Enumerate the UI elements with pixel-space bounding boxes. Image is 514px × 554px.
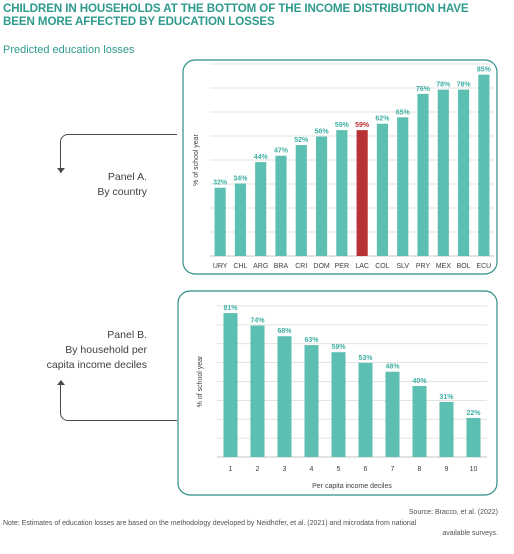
footnote: Note: Estimates of education losses are … xyxy=(3,519,499,539)
panel-b-tick-label: 3 xyxy=(283,466,287,473)
panel-a-value-label: 32% xyxy=(213,180,228,187)
panel-a-bracket xyxy=(60,134,177,173)
panel-b-tick-label: 8 xyxy=(418,466,422,473)
panel-a-value-label: 59% xyxy=(335,122,350,129)
panel-a-value-label: 65% xyxy=(396,109,411,116)
panel-a-tick-label: PRY xyxy=(416,263,431,270)
panel-b-tick-label: 5 xyxy=(337,466,341,473)
panel-b-bar-5 xyxy=(331,352,346,457)
panel-b-value-label: 68% xyxy=(277,328,292,335)
panel-b-label: Panel B. By household per capita income … xyxy=(0,328,147,373)
panel-a-bar-lac xyxy=(356,130,368,256)
panel-b-bar-8 xyxy=(412,385,427,457)
panel-a-bar-per xyxy=(336,130,348,256)
panel-b-value-label: 40% xyxy=(412,378,427,385)
panel-b-tick-label: 9 xyxy=(445,466,449,473)
panel-a-bar-ecu xyxy=(478,74,490,257)
panel-a-title: Panel A. xyxy=(107,171,147,183)
panel-b-bar-1 xyxy=(223,313,238,457)
panel-b-chart: % of school year 81% 1 74% 2 68% 3 63% 4 59% 5 53% 6… xyxy=(197,305,487,490)
panel-a-bar-bol xyxy=(457,89,470,256)
panel-b-tick-label: 2 xyxy=(256,466,260,473)
panel-a-value-label: 78% xyxy=(436,82,451,89)
panel-a-bar-dom xyxy=(315,136,328,256)
chart-subtitle: Predicted education losses xyxy=(3,44,135,56)
panel-b-value-label: 48% xyxy=(385,364,400,371)
panel-a-subtitle: By country xyxy=(97,186,147,198)
panel-a-value-label: 59% xyxy=(355,122,370,129)
panel-a-bar-chl xyxy=(234,183,247,256)
panel-a-bar-col xyxy=(376,123,389,256)
panel-b-value-label: 22% xyxy=(466,410,481,417)
panel-b-bar-2 xyxy=(250,325,265,457)
panel-a-chart: % of school year 32% URY 34% CHL 44% ARG 47% BRA… xyxy=(193,63,494,270)
panel-a-bar-pry xyxy=(417,93,429,256)
panel-a-label: Panel A. By country xyxy=(0,170,147,200)
panel-a-tick-label: BRA xyxy=(274,263,289,270)
panel-a-value-label: 62% xyxy=(375,116,390,123)
panel-a-y-axis-label: % of school year xyxy=(193,133,200,185)
panel-b-title: Panel B. xyxy=(107,329,147,341)
panel-b-bracket xyxy=(60,384,177,421)
panel-a-tick-label: URY xyxy=(213,263,228,270)
panel-a-tick-label: DOM xyxy=(313,263,330,270)
panel-a-tick-label: CRI xyxy=(295,263,307,270)
panel-a-value-label: 76% xyxy=(416,86,431,93)
panel-a-bar-cri xyxy=(295,145,307,256)
panel-b-bar-6 xyxy=(358,362,373,457)
panel-a-tick-label: CHL xyxy=(233,263,247,270)
panel-a-value-label: 85% xyxy=(477,67,492,74)
panel-a-value-label: 56% xyxy=(315,129,330,136)
panel-a-tick-label: PER xyxy=(335,263,349,270)
panel-a-bar-slv xyxy=(397,117,409,256)
panel-a-arrow xyxy=(57,168,65,173)
panel-b-bar-3 xyxy=(277,336,292,457)
panel-b-bar-7 xyxy=(385,371,400,457)
panel-b-subtitle-2: capita income deciles xyxy=(46,359,147,371)
panel-a-value-label: 52% xyxy=(294,137,309,144)
panel-b-x-axis-label: Per capita income deciles xyxy=(312,483,392,490)
panel-a-tick-label: LAC xyxy=(355,263,369,270)
panel-a-tick-label: COL xyxy=(375,263,390,270)
panel-b-value-label: 63% xyxy=(304,337,319,344)
panel-a-value-label: 78% xyxy=(457,82,472,89)
panel-a-bar-bra xyxy=(275,155,287,256)
panel-b-frame xyxy=(177,290,498,496)
panel-a-tick-label: MEX xyxy=(436,263,452,270)
panel-b-subtitle-1: By household per xyxy=(65,344,147,356)
panel-b-tick-label: 7 xyxy=(391,466,395,473)
panel-b-value-label: 74% xyxy=(250,318,265,325)
panel-b-tick-label: 10 xyxy=(470,466,478,473)
panel-a-frame xyxy=(182,59,498,275)
panel-a-value-label: 34% xyxy=(233,175,248,182)
footnote-line-2: available surveys. xyxy=(442,530,498,537)
panel-a-value-label: 47% xyxy=(274,148,289,155)
panel-a-bar-ury xyxy=(214,187,226,256)
panel-b-bar-4 xyxy=(304,345,319,457)
panel-b-value-label: 31% xyxy=(439,394,454,401)
panel-b-bar-9 xyxy=(439,401,454,457)
panel-b-tick-label: 6 xyxy=(364,466,368,473)
chart-title: CHILDREN IN HOUSEHOLDS AT THE BOTTOM OF … xyxy=(3,2,469,28)
panel-a-bar-mex xyxy=(437,89,449,256)
panel-b-value-label: 81% xyxy=(223,305,238,312)
panel-a-tick-label: BOL xyxy=(457,263,471,270)
panel-b-tick-label: 4 xyxy=(310,466,314,473)
panel-b-value-label: 59% xyxy=(331,344,346,351)
panel-b-arrow xyxy=(57,380,65,385)
panel-b-bar-10 xyxy=(466,417,481,457)
source-note: Source: Bracco, et al. (2022) xyxy=(408,509,498,516)
panel-a-tick-label: ECU xyxy=(476,263,491,270)
panel-b-value-label: 53% xyxy=(358,355,373,362)
panel-b-tick-label: 1 xyxy=(229,466,233,473)
panel-b-y-axis-label: % of school year xyxy=(197,355,204,407)
panel-a-tick-label: SLV xyxy=(396,263,409,270)
footnote-line-1: Note: Estimates of education losses are … xyxy=(3,520,417,527)
panel-a-bar-arg xyxy=(255,162,267,256)
panel-a-tick-label: ARG xyxy=(253,263,268,270)
panel-a-value-label: 44% xyxy=(254,154,269,161)
